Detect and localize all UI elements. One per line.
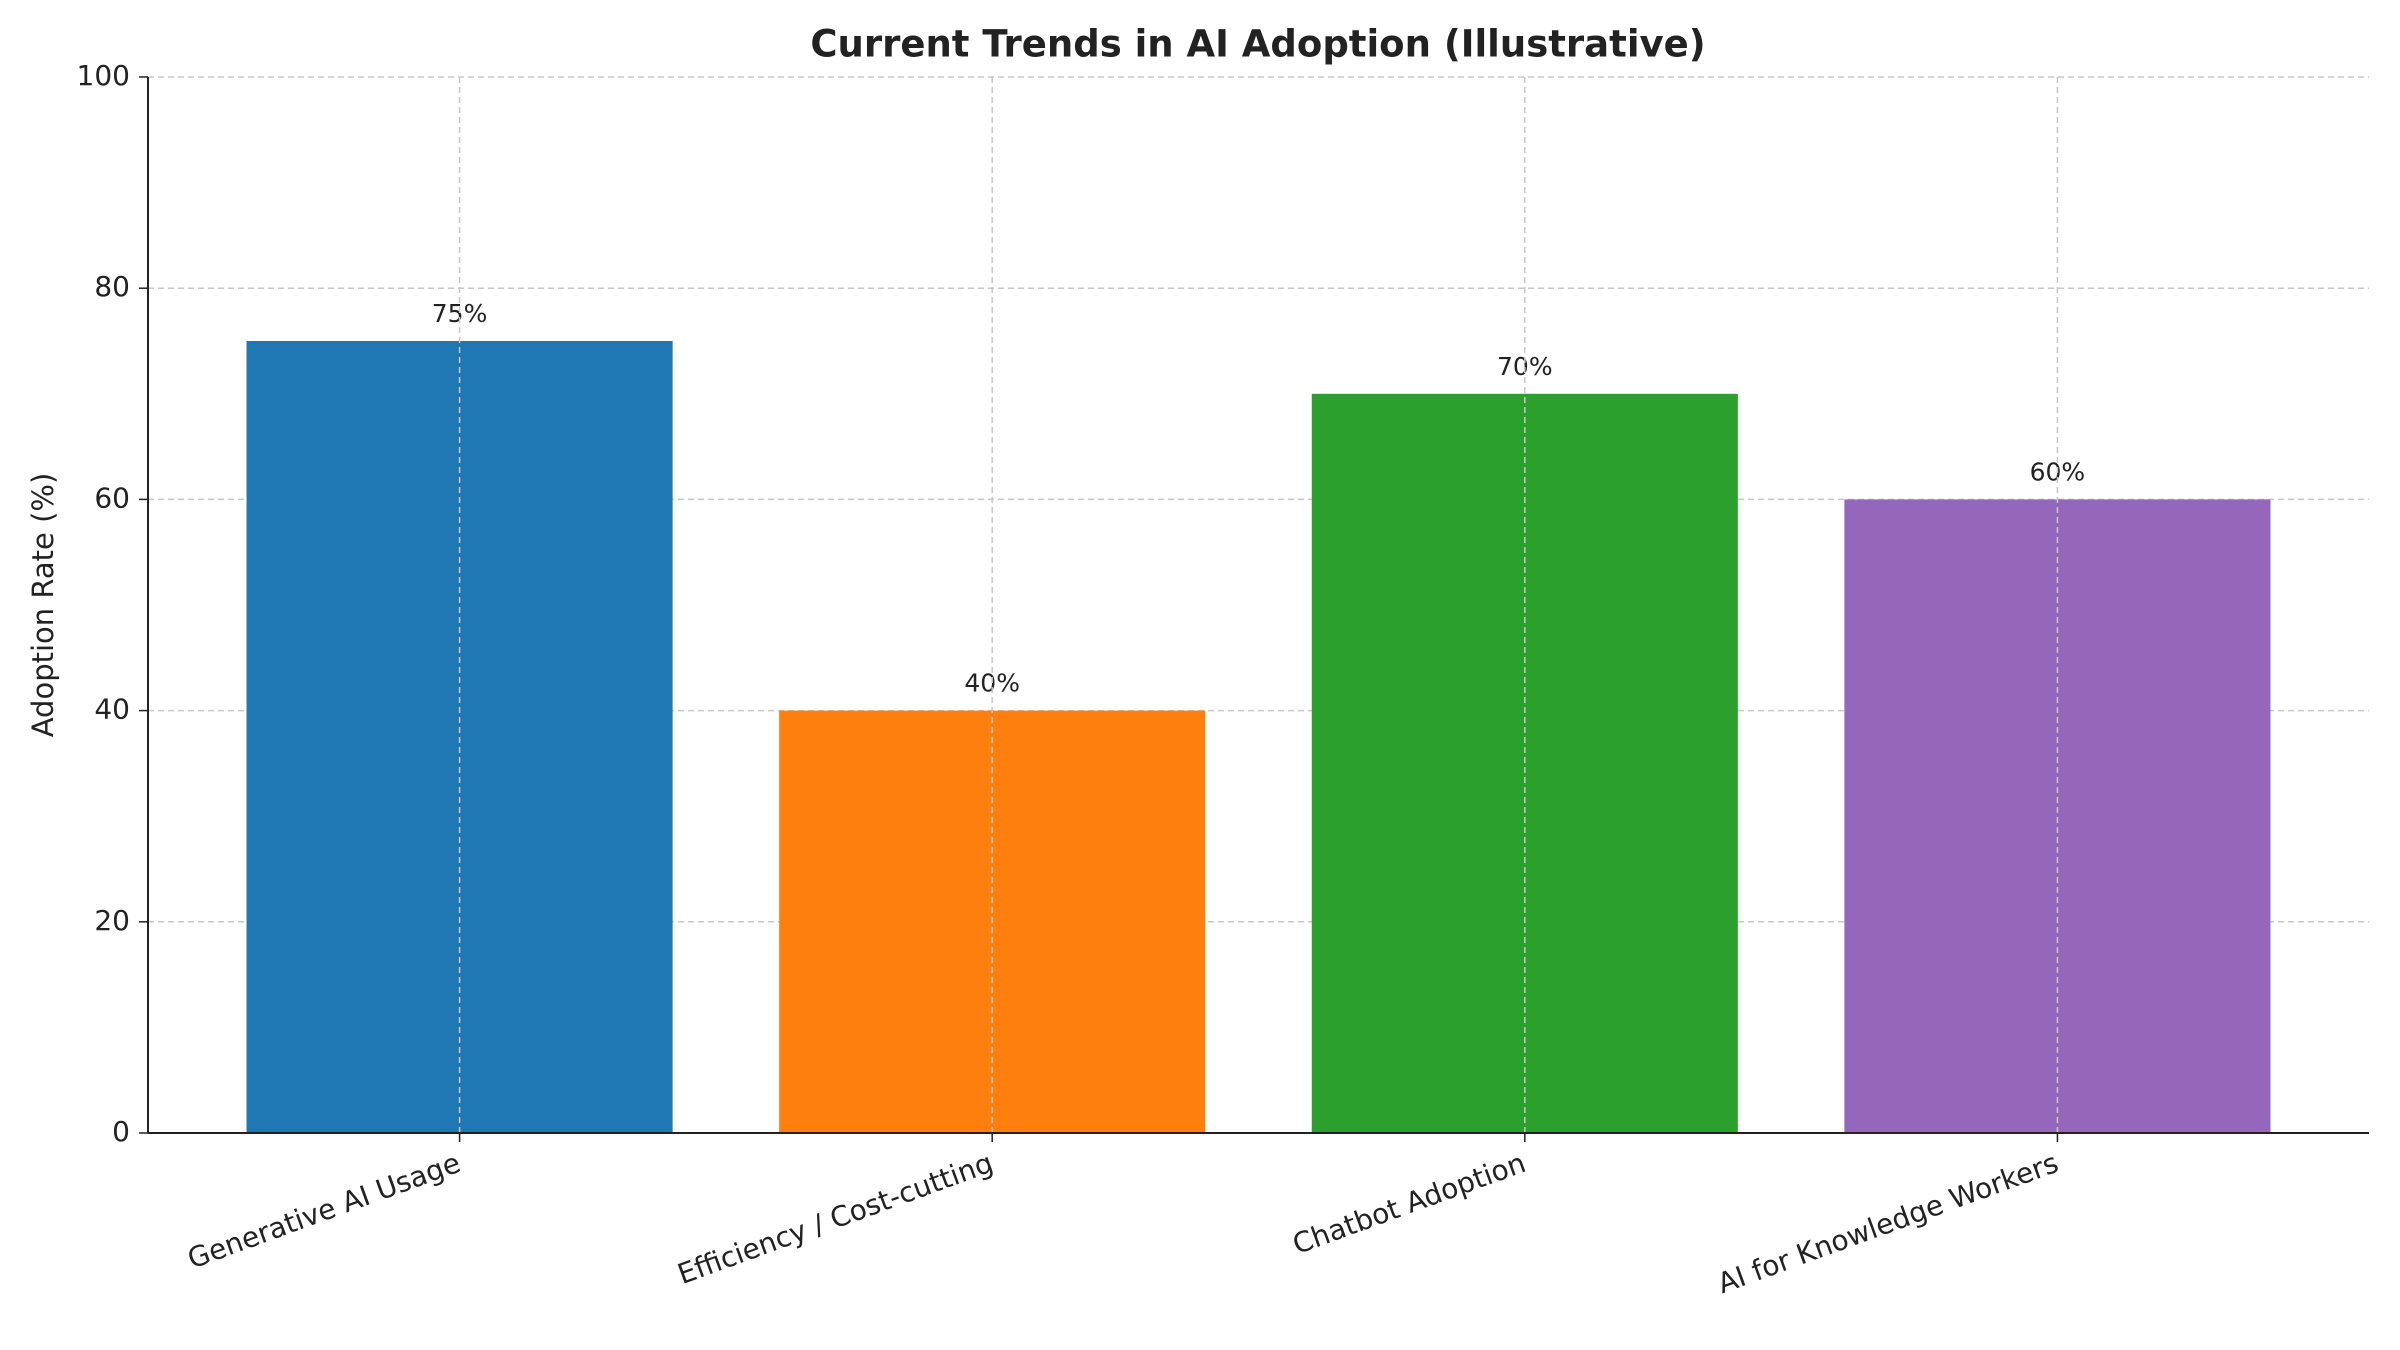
value-label: 70% [1497,352,1553,381]
y-axis-label: Adoption Rate (%) [26,473,60,738]
x-tick-label: Efficiency / Cost-cutting [673,1146,997,1291]
y-tick-label: 40 [94,693,130,726]
y-tick-label: 0 [112,1115,130,1148]
x-tick-label: Generative AI Usage [183,1146,465,1275]
y-tick-label: 60 [94,481,130,514]
x-tick-label: Chatbot Adoption [1288,1146,1530,1261]
x-tick-label: AI for Knowledge Workers [1713,1146,2062,1300]
value-label: 75% [432,299,488,328]
y-tick-label: 100 [77,59,130,92]
y-tick-label: 80 [94,270,130,303]
y-tick-label: 20 [94,904,130,937]
chart-title: Current Trends in AI Adoption (Illustrat… [810,23,1705,66]
